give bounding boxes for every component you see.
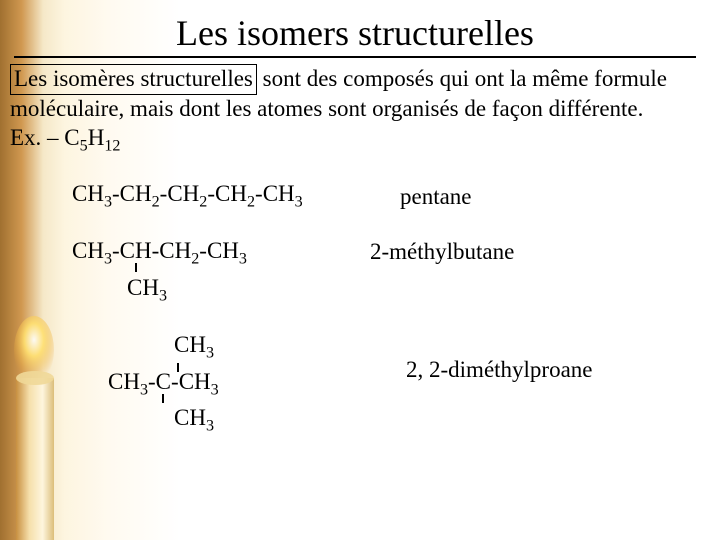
formula-pentane: CH3-CH2-CH2-CH2-CH3 [72,182,392,211]
example-row-methylbutane: CH3-CH-CH2-CH3 CH3 2-méthylbutane [72,239,700,305]
example-row-dimethylpropane: CH3 CH3-C-CH3 CH3 2, 2-diméthylproane [72,333,700,435]
page-title: Les isomers structurelles [14,12,696,58]
example-formula: Ex. – C5H12 [10,125,700,156]
examples-block: CH3-CH2-CH2-CH2-CH3 pentane CH3-CH-CH2-C… [72,182,700,436]
name-pentane: pentane [400,182,472,210]
bond-line [135,263,137,272]
formula-dimethylpropane: CH3 CH3-C-CH3 CH3 [108,333,428,435]
name-dimethylpropane: 2, 2-diméthylproane [406,333,593,383]
definition-text: Les isomères structurelles sont des comp… [10,64,700,123]
slide-content: Les isomers structurelles Les isomères s… [0,0,720,474]
example-row-pentane: CH3-CH2-CH2-CH2-CH3 pentane [72,182,700,211]
bond-line [177,363,179,372]
boxed-term: Les isomères structurelles [10,64,257,95]
formula-methylbutane: CH3-CH-CH2-CH3 CH3 [72,239,392,305]
bond-line [162,394,164,403]
